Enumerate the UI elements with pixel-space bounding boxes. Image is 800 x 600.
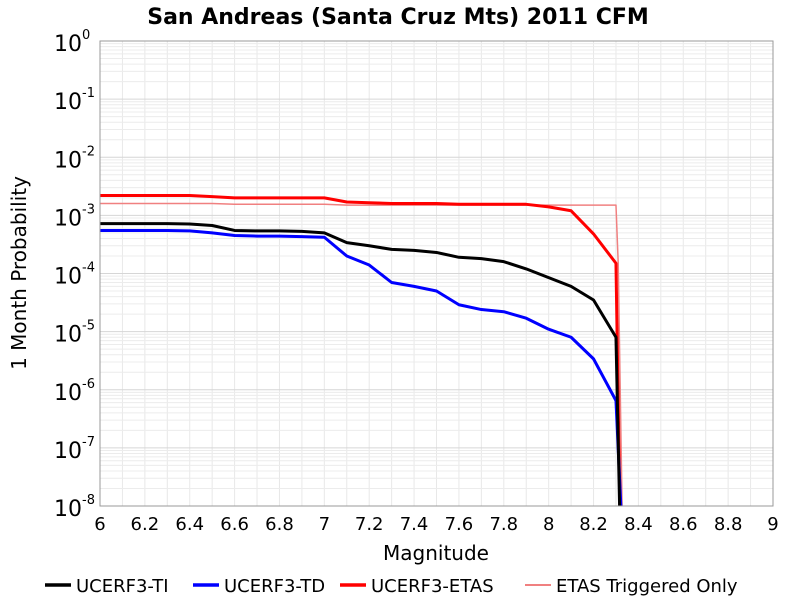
chart-title: San Andreas (Santa Cruz Mts) 2011 CFM — [147, 5, 649, 30]
series-line-ucerf3-etas — [100, 193, 622, 506]
legend-label: UCERF3-ETAS — [371, 576, 494, 597]
x-tick-label: 6.8 — [265, 514, 294, 535]
series-line-etas-triggered-only — [100, 202, 623, 506]
x-tick-label: 8.6 — [669, 514, 698, 535]
x-tick-label: 6.4 — [175, 514, 204, 535]
legend: UCERF3-TI UCERF3-TD UCERF3-ETAS ETAS Trigge… — [45, 576, 738, 597]
x-tick-label: 7.6 — [445, 514, 474, 535]
y-tick-label: 10-4 — [54, 261, 95, 290]
y-tick-label: 100 — [54, 28, 90, 57]
series-line-ucerf3-ti — [100, 222, 622, 506]
x-tick-label: 9 — [767, 514, 778, 535]
x-tick-label: 7.4 — [400, 514, 429, 535]
x-tick-label: 7 — [319, 514, 330, 535]
y-tick-label: 10-6 — [54, 377, 95, 406]
plot-frame — [99, 40, 774, 507]
x-tick-label: 7.8 — [489, 514, 518, 535]
x-tick-label: 8 — [543, 514, 554, 535]
grid-lines — [99, 40, 774, 507]
x-tick-label: 6 — [94, 514, 105, 535]
series-line-ucerf3-td — [100, 228, 623, 506]
x-tick-label: 8.2 — [579, 514, 608, 535]
y-tick-label: 10-7 — [54, 435, 95, 464]
y-axis-label: 1 Month Probability — [7, 176, 31, 370]
y-tick-label: 10-1 — [54, 86, 95, 115]
x-tick-label: 7.2 — [355, 514, 384, 535]
legend-label: ETAS Triggered Only — [556, 576, 738, 597]
x-tick-label: 6.2 — [131, 514, 160, 535]
legend-label: UCERF3-TI — [76, 576, 169, 597]
x-tick-label: 6.6 — [220, 514, 249, 535]
y-tick-label: 10-3 — [54, 202, 95, 231]
legend-label: UCERF3-TD — [224, 576, 325, 597]
y-tick-label: 10-8 — [54, 493, 95, 522]
x-axis-label: Magnitude — [383, 541, 489, 565]
x-tick-label: 8.4 — [624, 514, 653, 535]
x-tick-label: 8.8 — [714, 514, 743, 535]
y-tick-label: 10-2 — [54, 144, 95, 173]
y-tick-label: 10-5 — [54, 319, 95, 348]
